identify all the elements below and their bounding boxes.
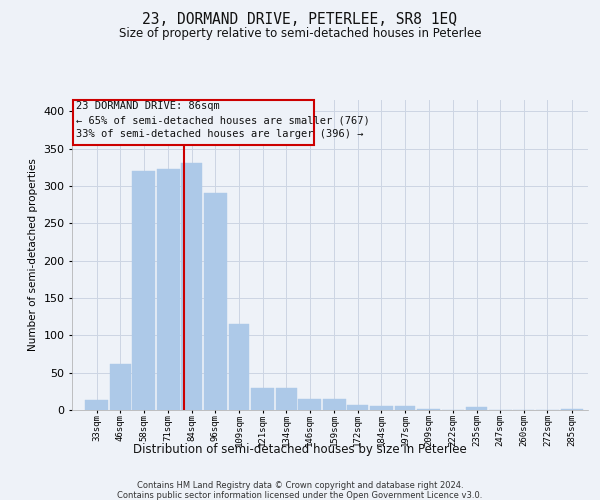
Bar [276,388,296,410]
Bar [157,170,179,410]
Bar [370,406,392,410]
Text: 23 DORMAND DRIVE: 86sqm
← 65% of semi-detached houses are smaller (767)
33% of s: 23 DORMAND DRIVE: 86sqm ← 65% of semi-de… [76,101,370,139]
Bar [85,400,108,410]
Text: Contains public sector information licensed under the Open Government Licence v3: Contains public sector information licen… [118,491,482,500]
Text: Distribution of semi-detached houses by size in Peterlee: Distribution of semi-detached houses by … [133,442,467,456]
Y-axis label: Number of semi-detached properties: Number of semi-detached properties [28,158,38,352]
Bar [466,407,487,410]
Bar [298,399,321,410]
Bar [229,324,250,410]
FancyBboxPatch shape [73,100,314,145]
Text: 23, DORMAND DRIVE, PETERLEE, SR8 1EQ: 23, DORMAND DRIVE, PETERLEE, SR8 1EQ [143,12,458,28]
Bar [181,164,202,410]
Bar [110,364,131,410]
Bar [395,406,415,410]
Bar [251,388,274,410]
Bar [417,408,440,410]
Bar [323,399,346,410]
Bar [133,171,155,410]
Bar [347,405,368,410]
Bar [560,408,583,410]
Text: Size of property relative to semi-detached houses in Peterlee: Size of property relative to semi-detach… [119,28,481,40]
Bar [204,194,227,410]
Text: Contains HM Land Registry data © Crown copyright and database right 2024.: Contains HM Land Registry data © Crown c… [137,481,463,490]
